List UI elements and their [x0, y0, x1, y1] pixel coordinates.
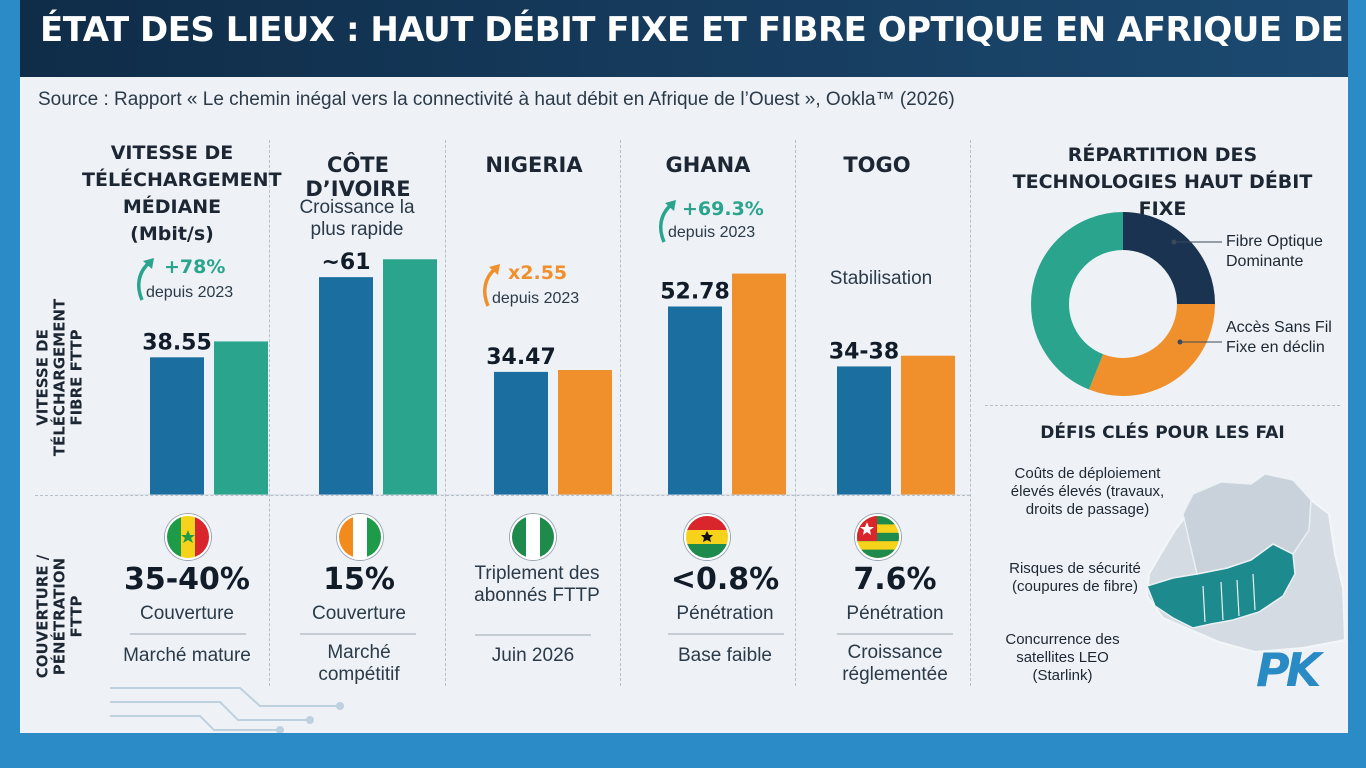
bar-chart: 38.55 ~61 34.47 52.78 34-38: [120, 250, 970, 495]
flag-nigeria-icon: [510, 514, 556, 560]
bar-reference: [214, 341, 268, 495]
growth-value: +69.3%: [682, 198, 764, 220]
donut-slice: [1031, 212, 1215, 396]
bar-value-label: 34.47: [486, 345, 556, 370]
annotation-text: Croissance la plus rapide: [299, 197, 415, 240]
page-title: ÉTAT DES LIEUX : HAUT DÉBIT FIXE ET FIBR…: [40, 10, 1348, 50]
growth-annotation: +78% depuis 2023: [132, 256, 262, 316]
coverage-note: Croissance réglementée: [842, 642, 948, 685]
bar-speed: [494, 371, 548, 495]
coverage-underline: [837, 633, 953, 635]
country-header: TOGO: [843, 153, 911, 177]
defi-item: Risques de sécurité (coupures de fibre): [1009, 560, 1141, 595]
defi-item: Concurrence des satellites LEO (Starlink…: [1005, 631, 1120, 684]
flag-senegal-icon: [165, 514, 211, 560]
coverage-value: 15%: [323, 562, 395, 597]
column-separator: [269, 140, 270, 686]
bar-reference: [732, 273, 786, 495]
arrow-up-icon: [136, 258, 154, 301]
infographic-card: ÉTAT DES LIEUX : HAUT DÉBIT FIXE ET FIBR…: [20, 0, 1348, 733]
west-africa-map: [1145, 472, 1347, 654]
country-header: CÔTE D’IVOIRE: [305, 153, 411, 201]
coverage-label: Pénétration: [846, 603, 944, 624]
coverage-note: Juin 2026: [491, 645, 575, 666]
growth-note: depuis 2023: [146, 284, 234, 301]
legend-fibre: Fibre Optique Dominante: [1226, 233, 1323, 270]
annotation-text: Stabilisation: [829, 268, 933, 289]
coverage-underline: [668, 633, 784, 635]
bar-value-label: 38.55: [142, 330, 212, 355]
coverage-note: Marché compétitif: [318, 642, 400, 685]
bar-value-label: 34-38: [829, 339, 899, 364]
bar-speed: [150, 357, 204, 495]
growth-value: +78%: [164, 256, 226, 278]
column-separator: [970, 140, 971, 686]
bar-speed: [319, 277, 373, 495]
coverage-side-label: COUVERTURE / PÉNÉTRATION FTTP: [33, 554, 86, 679]
donut-title: RÉPARTITION DES TECHNOLOGIES HAUT DÉBIT …: [1012, 144, 1313, 220]
bar-value-label: 52.78: [660, 280, 730, 305]
row-separator: [985, 405, 1340, 406]
donut-chart: [1031, 212, 1215, 396]
row-separator: [35, 495, 970, 496]
column-separator: [445, 140, 446, 686]
bar-speed: [668, 306, 722, 495]
coverage-value: <0.8%: [670, 562, 780, 597]
pk-logo: PK: [1256, 643, 1321, 697]
growth-value: x2.55: [508, 262, 568, 284]
coverage-underline: [130, 633, 246, 635]
circuit-decoration: [110, 687, 344, 733]
flag-cote-divoire-icon: [337, 514, 383, 560]
column-separator: [620, 140, 621, 686]
bar-value-label: ~61: [321, 250, 370, 275]
bar-reference: [383, 259, 437, 495]
growth-note: depuis 2023: [492, 290, 580, 307]
arrow-up-icon: [482, 264, 500, 307]
coverage-label: Couverture: [140, 603, 234, 624]
growth-annotation: +69.3% depuis 2023: [654, 198, 784, 258]
country-header: NIGERIA: [485, 153, 583, 177]
coverage-label: Triplement des abonnés FTTP: [474, 563, 600, 606]
legend-leader-lines: [1171, 239, 1222, 345]
legend-wireless: Accès Sans Fil Fixe en déclin: [1226, 319, 1332, 356]
column-separator: [795, 140, 796, 686]
bar-speed: [837, 366, 891, 495]
flag-togo-icon: [855, 514, 901, 560]
chart-title: VITESSE DE TÉLÉCHARGEMENT MÉDIANE (Mbit/…: [82, 142, 282, 245]
coverage-label: Pénétration: [676, 603, 774, 624]
coverage-label: Couverture: [312, 603, 406, 624]
bar-reference: [558, 370, 612, 495]
coverage-value: 35-40%: [123, 562, 250, 597]
defis-title: DÉFIS CLÉS POUR LES FAI: [1040, 423, 1285, 443]
title-bar: ÉTAT DES LIEUX : HAUT DÉBIT FIXE ET FIBR…: [20, 0, 1348, 77]
country-header: GHANA: [665, 153, 751, 177]
coverage-note: Base faible: [677, 645, 772, 666]
coverage-value: 7.6%: [853, 562, 937, 597]
arrow-up-icon: [658, 200, 676, 243]
coverage-note: Marché mature: [123, 645, 251, 666]
flag-ghana-icon: [684, 514, 730, 560]
coverage-underline: [300, 633, 416, 635]
growth-annotation: x2.55 depuis 2023: [478, 262, 608, 322]
growth-note: depuis 2023: [668, 224, 756, 241]
defi-item: Coûts de déploiement élevés élevés (trav…: [1010, 465, 1165, 518]
source-text: Source : Rapport « Le chemin inégal vers…: [38, 89, 955, 110]
bar-reference: [901, 355, 955, 495]
coverage-underline: [475, 634, 591, 636]
donut-slice: [1031, 212, 1215, 396]
